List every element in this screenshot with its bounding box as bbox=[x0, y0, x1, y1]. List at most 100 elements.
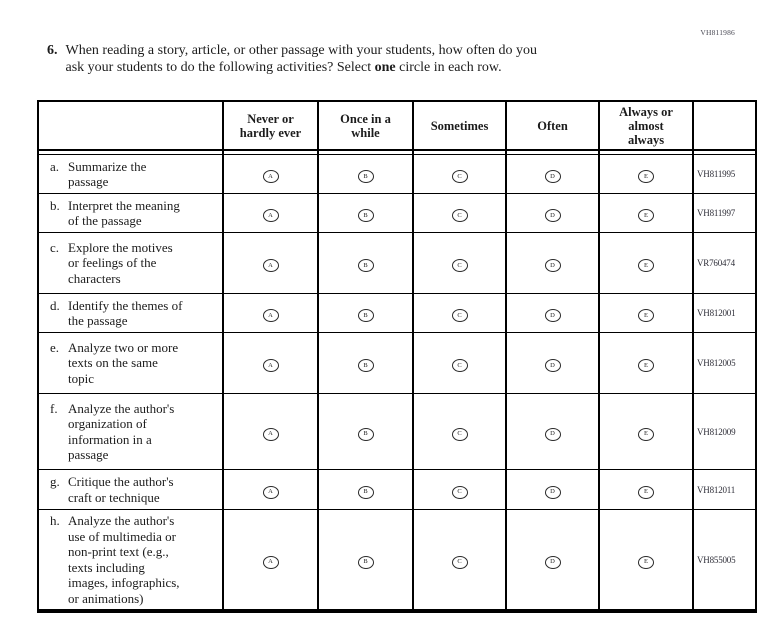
option-circle-e[interactable]: E bbox=[638, 359, 654, 373]
row-code: VH812001 bbox=[692, 293, 757, 333]
option-circle-c[interactable]: C bbox=[451, 170, 468, 184]
option-circle-d[interactable]: D bbox=[544, 555, 561, 569]
answer-cell-often[interactable]: D bbox=[505, 509, 600, 612]
answer-cell-once[interactable]: B bbox=[317, 154, 414, 194]
option-circle-a[interactable]: A bbox=[262, 485, 279, 499]
answer-cell-sometimes[interactable]: C bbox=[412, 193, 507, 233]
answer-cell-once[interactable]: B bbox=[317, 393, 414, 470]
option-circle-b[interactable]: B bbox=[357, 485, 374, 499]
answer-cell-always[interactable]: E bbox=[598, 232, 694, 294]
option-circle-d[interactable]: D bbox=[544, 209, 561, 223]
answer-cell-often[interactable]: D bbox=[505, 332, 600, 394]
answer-cell-often[interactable]: D bbox=[505, 393, 600, 470]
option-circle-a[interactable]: A bbox=[262, 209, 279, 223]
answer-cell-once[interactable]: B bbox=[317, 332, 414, 394]
option-circle-c[interactable]: C bbox=[451, 555, 468, 569]
row-label-text: Analyze two or more texts on the same to… bbox=[68, 339, 179, 386]
row-code: VH812011 bbox=[692, 469, 757, 510]
answer-cell-often[interactable]: D bbox=[505, 193, 600, 233]
answer-cell-once[interactable]: B bbox=[317, 232, 414, 294]
answer-cell-always[interactable]: E bbox=[598, 332, 694, 394]
answer-cell-always[interactable]: E bbox=[598, 509, 694, 612]
option-circle-a[interactable]: A bbox=[262, 259, 279, 273]
option-circle-e[interactable]: E bbox=[638, 209, 654, 223]
question-text: When reading a story, article, or other … bbox=[66, 43, 537, 76]
row-label: d. Identify the themes of the passage bbox=[37, 293, 224, 333]
option-circle-c[interactable]: C bbox=[451, 209, 468, 223]
option-circle-b[interactable]: B bbox=[357, 359, 374, 373]
row-label: e. Analyze two or more texts on the same … bbox=[37, 332, 224, 394]
option-circle-d[interactable]: D bbox=[544, 259, 561, 273]
answer-cell-sometimes[interactable]: C bbox=[412, 332, 507, 394]
row-label-text: Analyze the author's use of multimedia o… bbox=[68, 513, 180, 606]
option-circle-e[interactable]: E bbox=[638, 485, 654, 499]
answer-cell-always[interactable]: E bbox=[598, 393, 694, 470]
answer-cell-never[interactable]: A bbox=[222, 293, 319, 333]
option-circle-e[interactable]: E bbox=[638, 170, 654, 184]
row-label-text: Explore the motives or feelings of the c… bbox=[68, 239, 173, 286]
answer-cell-once[interactable]: B bbox=[317, 469, 414, 510]
answer-cell-always[interactable]: E bbox=[598, 154, 694, 194]
answer-cell-often[interactable]: D bbox=[505, 293, 600, 333]
answer-cell-always[interactable]: E bbox=[598, 469, 694, 510]
answer-cell-often[interactable]: D bbox=[505, 154, 600, 194]
answer-cell-often[interactable]: D bbox=[505, 232, 600, 294]
answer-cell-never[interactable]: A bbox=[222, 193, 319, 233]
column-header-once-in-a-while: Once in a while bbox=[317, 100, 414, 151]
row-letter: b. bbox=[50, 197, 60, 213]
header-row: Never or hardly ever Once in a while Som… bbox=[37, 100, 757, 151]
answer-cell-always[interactable]: E bbox=[598, 193, 694, 233]
answer-cell-never[interactable]: A bbox=[222, 232, 319, 294]
option-circle-b[interactable]: B bbox=[357, 259, 374, 273]
option-circle-e[interactable]: E bbox=[638, 259, 654, 273]
header-empty-code-cell bbox=[692, 100, 757, 151]
table-body: a. Summarize the passage A B C D E VH8119… bbox=[37, 154, 757, 612]
option-circle-b[interactable]: B bbox=[357, 309, 374, 323]
option-circle-a[interactable]: A bbox=[262, 170, 279, 184]
answer-cell-sometimes[interactable]: C bbox=[412, 232, 507, 294]
answer-cell-sometimes[interactable]: C bbox=[412, 154, 507, 194]
answer-cell-sometimes[interactable]: C bbox=[412, 393, 507, 470]
answer-cell-once[interactable]: B bbox=[317, 293, 414, 333]
option-circle-a[interactable]: A bbox=[262, 427, 279, 441]
option-circle-c[interactable]: C bbox=[451, 259, 468, 273]
answer-cell-never[interactable]: A bbox=[222, 154, 319, 194]
column-header-never: Never or hardly ever bbox=[222, 100, 319, 151]
column-header-often: Often bbox=[505, 100, 600, 151]
option-circle-b[interactable]: B bbox=[357, 427, 374, 441]
answer-cell-sometimes[interactable]: C bbox=[412, 469, 507, 510]
option-circle-d[interactable]: D bbox=[544, 485, 561, 499]
option-circle-c[interactable]: C bbox=[451, 427, 468, 441]
option-circle-b[interactable]: B bbox=[357, 555, 374, 569]
answer-cell-never[interactable]: A bbox=[222, 332, 319, 394]
answer-cell-once[interactable]: B bbox=[317, 193, 414, 233]
row-label: g. Critique the author's craft or techniq… bbox=[37, 469, 224, 510]
option-circle-b[interactable]: B bbox=[357, 170, 374, 184]
row-label-text: Analyze the author's organization of inf… bbox=[68, 400, 175, 463]
answer-cell-never[interactable]: A bbox=[222, 393, 319, 470]
option-circle-c[interactable]: C bbox=[451, 309, 468, 323]
answer-cell-never[interactable]: A bbox=[222, 509, 319, 612]
answer-cell-sometimes[interactable]: C bbox=[412, 293, 507, 333]
answer-cell-never[interactable]: A bbox=[222, 469, 319, 510]
row-letter: c. bbox=[50, 239, 60, 255]
option-circle-e[interactable]: E bbox=[638, 555, 654, 569]
option-circle-e[interactable]: E bbox=[638, 309, 654, 323]
option-circle-c[interactable]: C bbox=[451, 485, 468, 499]
row-letter: e. bbox=[50, 339, 60, 355]
answer-cell-often[interactable]: D bbox=[505, 469, 600, 510]
option-circle-d[interactable]: D bbox=[544, 170, 561, 184]
option-circle-d[interactable]: D bbox=[544, 359, 561, 373]
answer-cell-always[interactable]: E bbox=[598, 293, 694, 333]
option-circle-a[interactable]: A bbox=[262, 555, 279, 569]
option-circle-d[interactable]: D bbox=[544, 309, 561, 323]
option-circle-e[interactable]: E bbox=[638, 427, 654, 441]
answer-cell-once[interactable]: B bbox=[317, 509, 414, 612]
option-circle-a[interactable]: A bbox=[262, 309, 279, 323]
option-circle-b[interactable]: B bbox=[357, 209, 374, 223]
column-header-sometimes: Sometimes bbox=[412, 100, 507, 151]
option-circle-d[interactable]: D bbox=[544, 427, 561, 441]
answer-cell-sometimes[interactable]: C bbox=[412, 509, 507, 612]
option-circle-a[interactable]: A bbox=[262, 359, 279, 373]
option-circle-c[interactable]: C bbox=[451, 359, 468, 373]
